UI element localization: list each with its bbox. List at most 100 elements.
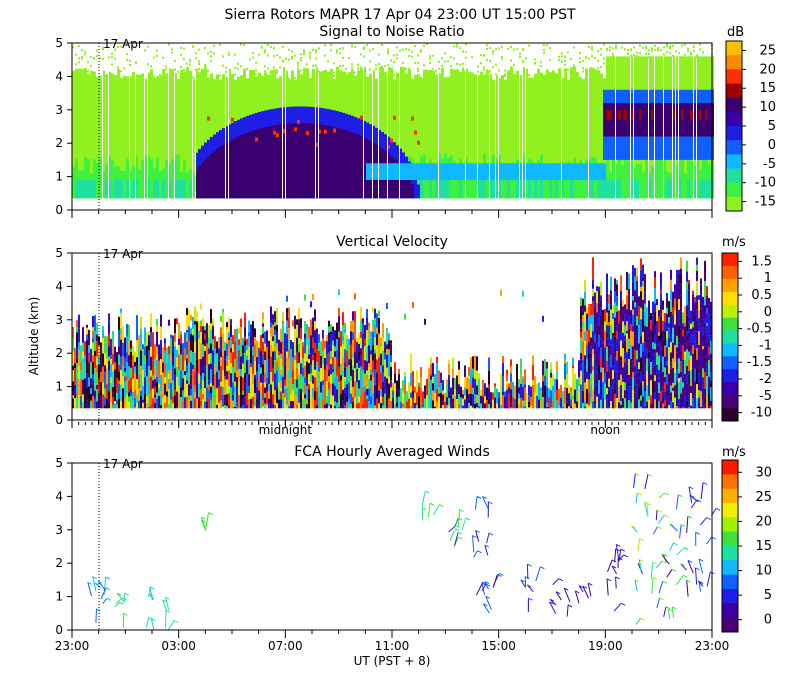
snr-speckle (657, 49, 659, 52)
velocity-cell (160, 340, 162, 354)
velocity-cell (256, 371, 258, 388)
velocity-cell (104, 336, 106, 343)
snr-speckle (648, 49, 650, 52)
velocity-cell (492, 399, 494, 409)
velocity-cell (632, 331, 634, 347)
velocity-cell (226, 371, 228, 380)
wind-barb-flag (484, 581, 490, 585)
velocity-cell (238, 368, 240, 376)
velocity-cell (346, 334, 348, 339)
wind-barb-flag (696, 499, 702, 503)
snr-speckle (111, 56, 113, 59)
velocity-cell (596, 303, 598, 313)
velocity-cell (564, 403, 566, 409)
snr-speckle (99, 57, 101, 60)
velocity-cell (634, 321, 636, 336)
velocity-cell (694, 368, 696, 382)
snr-column (561, 77, 564, 199)
velocity-cell (360, 338, 362, 349)
snr-speckle (465, 43, 467, 46)
velocity-cell (194, 385, 196, 393)
velocity-cell (298, 402, 300, 409)
velocity-cell (312, 396, 314, 409)
velocity-cell (346, 350, 348, 368)
velocity-cell (220, 400, 222, 409)
snr-column (468, 163, 471, 180)
snr-column (552, 172, 555, 199)
velocity-cell (112, 371, 114, 387)
velocity-cell (656, 383, 658, 399)
velocity-cell (678, 299, 680, 310)
velocity-cell (664, 345, 666, 357)
velocity-cell (550, 390, 552, 408)
velocity-cell (630, 309, 632, 325)
velocity-cell (354, 381, 356, 398)
velocity-cell (316, 379, 318, 387)
velocity-cell (684, 374, 686, 381)
velocity-cell (112, 331, 114, 344)
velocity-cell (266, 360, 268, 365)
velocity-cell (396, 406, 398, 409)
velocity-cell (376, 345, 378, 360)
velocity-cell (316, 332, 318, 349)
wind-barb (587, 583, 592, 597)
colorbar-tick-label: 15 (759, 81, 776, 96)
velocity-cell (462, 398, 464, 406)
snr-speckle (147, 45, 149, 48)
velocity-cell (580, 353, 582, 360)
velocity-cell (654, 343, 656, 350)
velocity-cell (616, 360, 618, 372)
velocity-cell (260, 335, 262, 352)
y-tick-label: 4 (55, 69, 63, 83)
velocity-cell (652, 315, 654, 325)
velocity-cell (114, 385, 116, 401)
velocity-cell (360, 381, 362, 396)
velocity-cell (120, 312, 122, 329)
velocity-cell (588, 379, 590, 393)
velocity-cell (304, 365, 306, 378)
velocity-cell (596, 312, 598, 329)
wind-barb-flag (165, 610, 171, 613)
velocity-cell (118, 316, 120, 331)
velocity-cell (322, 330, 324, 339)
velocity-cell (188, 340, 190, 355)
velocity-cell (332, 326, 334, 332)
velocity-cell (658, 316, 660, 333)
velocity-cell (252, 384, 254, 398)
velocity-cell (216, 371, 218, 389)
snr-speckle (663, 46, 665, 49)
velocity-cell (144, 346, 146, 356)
velocity-cell (682, 376, 684, 383)
velocity-cell (208, 397, 210, 409)
velocity-cell (294, 407, 296, 409)
snr-column (456, 69, 459, 199)
snr-speckle (435, 69, 437, 72)
velocity-cell (258, 361, 260, 365)
wind-barb (149, 586, 153, 601)
velocity-cell (224, 405, 226, 409)
velocity-cell (708, 297, 710, 305)
velocity-cell (208, 384, 210, 390)
velocity-cell (684, 396, 686, 409)
snr-column (108, 71, 111, 199)
snr-speckle (519, 52, 521, 55)
velocity-cell (680, 257, 682, 269)
velocity-cell (120, 356, 122, 371)
snr-speckle (198, 60, 200, 63)
velocity-cell (706, 286, 708, 296)
velocity-cell (154, 344, 156, 360)
snr-speckle (126, 58, 128, 61)
snr-column (408, 69, 411, 199)
snr-speckle (204, 47, 206, 50)
snr-column (489, 73, 492, 199)
velocity-cell (348, 346, 350, 360)
velocity-cell (680, 311, 682, 329)
velocity-cell (168, 346, 170, 355)
snr-column (591, 67, 594, 199)
velocity-cell (286, 372, 288, 389)
velocity-cell (698, 299, 700, 311)
winds-date-label: 17 Apr (103, 457, 143, 471)
velocity-cell (112, 405, 114, 409)
velocity-cell (566, 402, 568, 409)
figure-title: Sierra Rotors MAPR 17 Apr 04 23:00 UT 15… (224, 7, 576, 23)
